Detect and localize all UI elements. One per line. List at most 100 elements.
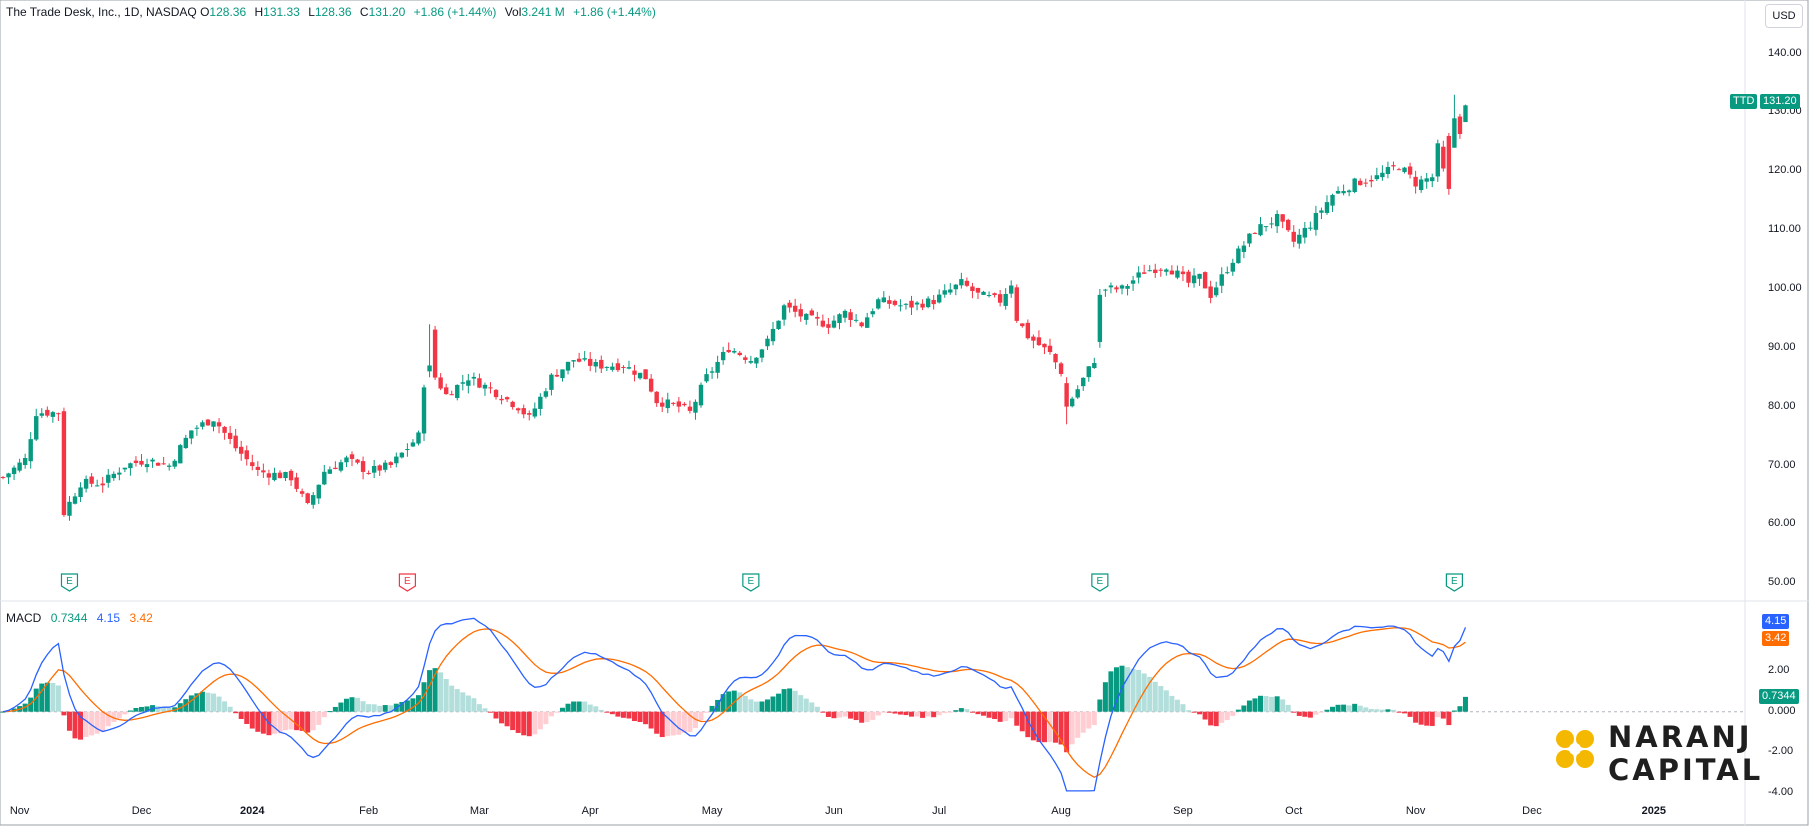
candle-body (515, 408, 521, 411)
candle-body (1191, 275, 1197, 284)
macd-hist-bar (66, 711, 72, 731)
candle-body (931, 299, 936, 305)
candle-body (859, 322, 864, 327)
macd-hist-bar (89, 711, 95, 736)
candle-body (1103, 289, 1108, 291)
macd-hist-bar (809, 702, 815, 712)
macd-hist-bar (161, 706, 167, 712)
earnings-label: E (1097, 576, 1104, 587)
candle-body (648, 378, 654, 392)
candle-body (959, 279, 964, 286)
earnings-marker (1091, 573, 1109, 592)
macd-hist-bar (1158, 686, 1164, 712)
currency-button[interactable]: USD (1765, 4, 1803, 28)
candle-body (942, 290, 947, 295)
macd-hist-bar (499, 711, 505, 724)
macd-hist-bar (709, 705, 715, 712)
candle-body (1424, 178, 1429, 182)
candle-body (111, 473, 116, 479)
macd-line-value: 4.15 (96, 611, 121, 625)
candle-body (588, 358, 593, 366)
earnings-marker (742, 573, 760, 592)
macd-hist-bar (903, 711, 909, 716)
macd-hist-bar (83, 711, 89, 737)
macd-hist-bar (1363, 707, 1369, 712)
macd-hist-bar (410, 698, 416, 712)
candle-body (1025, 322, 1031, 339)
macd-hist-bar (349, 697, 355, 712)
candle-body (388, 462, 393, 465)
candle-body (178, 445, 183, 464)
macd-hist-bar (33, 688, 39, 712)
macd-hist-bar (1230, 711, 1236, 716)
candle-body (1036, 337, 1042, 346)
candle-body (671, 402, 676, 404)
candle-body (1308, 227, 1313, 229)
earnings-label: E (66, 576, 73, 587)
candle-body (765, 338, 770, 347)
candle-body (770, 328, 776, 342)
candle-body (1247, 233, 1252, 244)
price-tick: 60.00 (1768, 517, 1796, 530)
candle-body (272, 472, 277, 481)
macd-hist-bar (1185, 710, 1191, 712)
macd-hist-bar (371, 704, 377, 712)
candle-body (499, 398, 504, 401)
candle-body (1274, 213, 1280, 227)
candle-body (1335, 190, 1341, 194)
macd-hist-bar (637, 711, 643, 723)
candle-body (311, 495, 316, 505)
macd-hist-bar (1125, 667, 1131, 712)
macd-hist-bar (1318, 711, 1324, 713)
macd-hist-bar (199, 691, 205, 712)
time-tick: Oct (1285, 805, 1303, 817)
candle-body (61, 411, 67, 516)
macd-hist-bar (1241, 705, 1247, 712)
macd-hist-bar (582, 701, 588, 712)
candle-body (953, 284, 959, 290)
candle-body (34, 416, 39, 440)
time-tick: 2024 (240, 805, 265, 817)
candle-body (704, 374, 709, 382)
candle-body (1380, 172, 1385, 178)
macd-hist-bar (659, 711, 665, 738)
macd-hist-bar (936, 711, 942, 716)
macd-hist-bar (1263, 696, 1269, 712)
macd-hist-bar (144, 706, 150, 712)
candle-body (1130, 280, 1136, 284)
macd-hist-bar (560, 707, 566, 712)
candle-body (316, 484, 321, 499)
candle-body (244, 450, 249, 460)
candle-body (250, 462, 255, 467)
candle-body (887, 300, 892, 304)
vol-change-value: +1.86 (+1.44%) (573, 5, 656, 19)
candle-body (665, 399, 670, 409)
earnings-label: E (1451, 576, 1458, 587)
macd-hist-bar (332, 706, 338, 712)
macd-hist-bar (1346, 705, 1352, 712)
candle-body (139, 460, 144, 465)
macd-hist-bar (615, 711, 621, 717)
symbol-title: The Trade Desk, Inc., 1D, NASDAQ (6, 5, 197, 19)
change-value: +1.86 (+1.44%) (413, 5, 497, 19)
macd-hist-bar (704, 711, 710, 713)
macd-hist-bar (864, 711, 870, 723)
candle-body (1369, 179, 1374, 182)
candle-body (1297, 234, 1302, 244)
macd-hist-bar (643, 711, 649, 725)
macd-hist-bar (61, 711, 67, 716)
macd-hist-bar (1335, 704, 1341, 712)
candle-body (449, 394, 454, 396)
macd-hist-bar (1147, 676, 1153, 712)
macd-hist-bar (848, 711, 854, 719)
candle-body (1147, 270, 1152, 272)
candle-body (1053, 353, 1058, 363)
macd-hist-bar (521, 711, 527, 736)
candle-body (925, 298, 931, 308)
candle-body (1263, 226, 1269, 228)
macd-hist-bar (194, 693, 200, 712)
macd-hist-tag: 0.7344 (1759, 689, 1799, 704)
macd-hist-bar (155, 706, 161, 712)
